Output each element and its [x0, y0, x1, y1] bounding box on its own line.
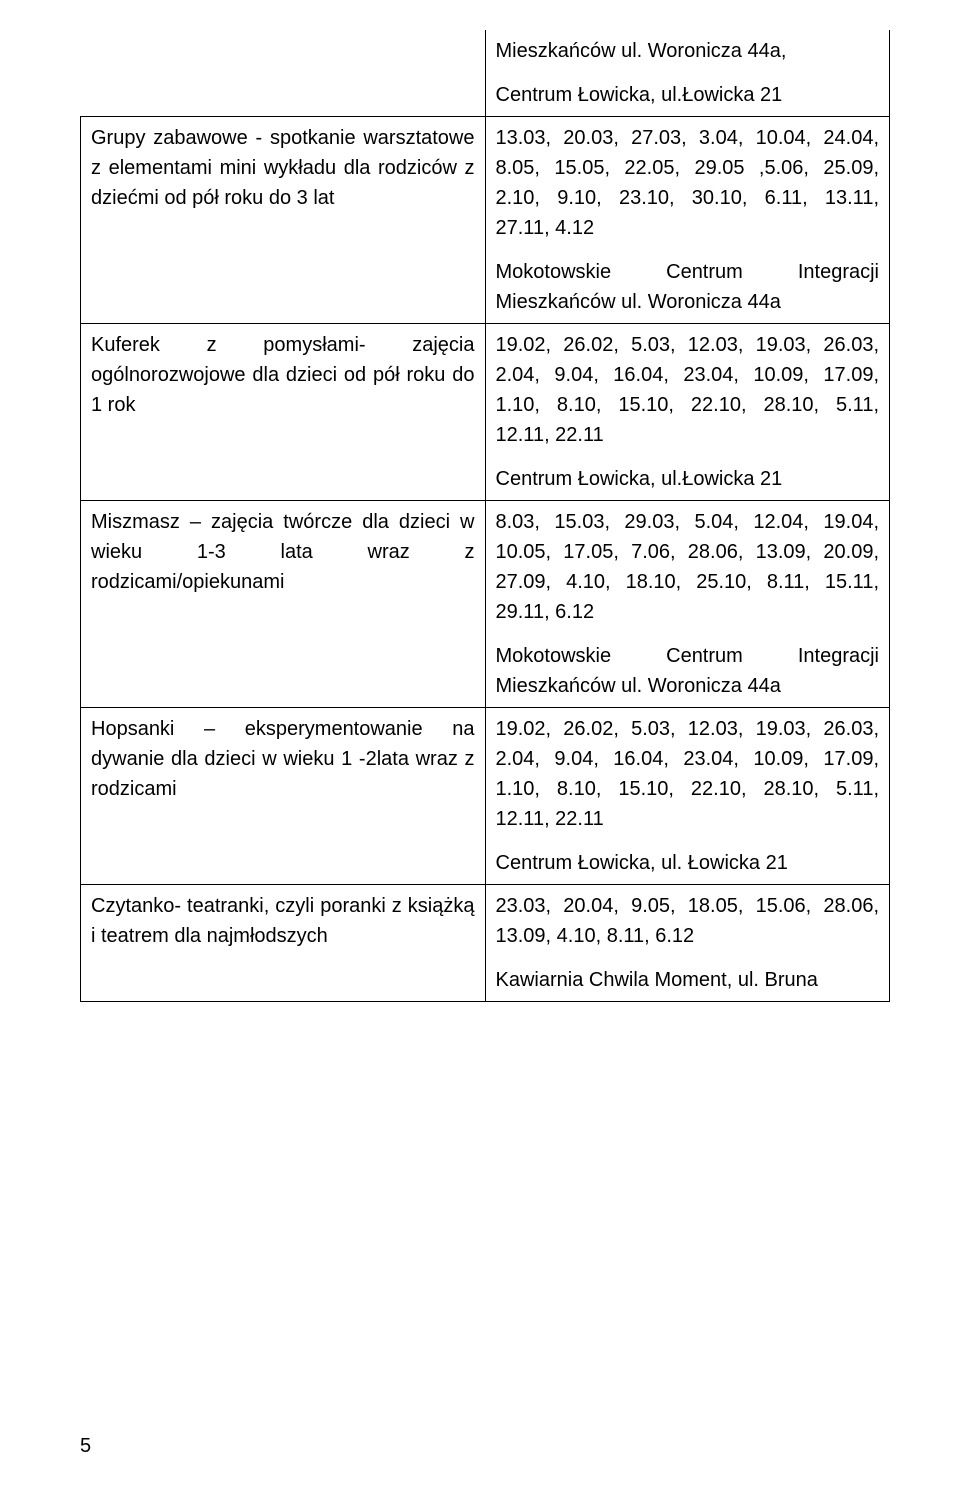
- cell-left-2: Kuferek z pomysłami- zajęcia ogólnorozwo…: [81, 324, 486, 501]
- schedule-body: Mieszkańców ul. Woronicza 44a, Centrum Ł…: [81, 30, 890, 1002]
- table-row: Kuferek z pomysłami- zajęcia ogólnorozwo…: [81, 324, 890, 501]
- cell-text: 19.02, 26.02, 5.03, 12.03, 19.03, 26.03,…: [496, 330, 880, 450]
- cell-text: 13.03, 20.03, 27.03, 3.04, 10.04, 24.04,…: [496, 123, 880, 243]
- cell-text: Centrum Łowicka, ul.Łowicka 21: [496, 464, 880, 494]
- cell-text: Centrum Łowicka, ul. Łowicka 21: [496, 848, 880, 878]
- cell-text: Miszmasz – zajęcia twórcze dla dzieci w …: [91, 507, 475, 597]
- cell-left-4: Hopsanki – eksperymentowanie na dywanie …: [81, 708, 486, 885]
- cell-left-5: Czytanko- teatranki, czyli poranki z ksi…: [81, 885, 486, 1002]
- document-page: Mieszkańców ul. Woronicza 44a, Centrum Ł…: [0, 0, 960, 1501]
- cell-text: 23.03, 20.04, 9.05, 18.05, 15.06, 28.06,…: [496, 891, 880, 951]
- cell-right-4: 19.02, 26.02, 5.03, 12.03, 19.03, 26.03,…: [485, 708, 890, 885]
- cell-left-3: Miszmasz – zajęcia twórcze dla dzieci w …: [81, 501, 486, 708]
- table-row: Czytanko- teatranki, czyli poranki z ksi…: [81, 885, 890, 1002]
- cell-text: Centrum Łowicka, ul.Łowicka 21: [496, 80, 880, 110]
- cell-text: 19.02, 26.02, 5.03, 12.03, 19.03, 26.03,…: [496, 714, 880, 834]
- cell-right-5: 23.03, 20.04, 9.05, 18.05, 15.06, 28.06,…: [485, 885, 890, 1002]
- cell-right-1: 13.03, 20.03, 27.03, 3.04, 10.04, 24.04,…: [485, 117, 890, 324]
- table-row: Grupy zabawowe - spotkanie warsztatowe z…: [81, 117, 890, 324]
- cell-text: Kuferek z pomysłami- zajęcia ogólnorozwo…: [91, 330, 475, 420]
- cell-text: 8.03, 15.03, 29.03, 5.04, 12.04, 19.04, …: [496, 507, 880, 627]
- cell-text: Czytanko- teatranki, czyli poranki z ksi…: [91, 891, 475, 951]
- table-row: Mieszkańców ul. Woronicza 44a, Centrum Ł…: [81, 30, 890, 117]
- cell-right-0: Mieszkańców ul. Woronicza 44a, Centrum Ł…: [485, 30, 890, 117]
- cell-text: Kawiarnia Chwila Moment, ul. Bruna: [496, 965, 880, 995]
- page-number: 5: [80, 1431, 91, 1461]
- cell-left-0: [81, 30, 486, 117]
- cell-text: Mokotowskie Centrum Integracji Mieszkańc…: [496, 641, 880, 701]
- table-row: Hopsanki – eksperymentowanie na dywanie …: [81, 708, 890, 885]
- cell-text: Mokotowskie Centrum Integracji Mieszkańc…: [496, 257, 880, 317]
- cell-text: Mieszkańców ul. Woronicza 44a,: [496, 36, 880, 66]
- table-row: Miszmasz – zajęcia twórcze dla dzieci w …: [81, 501, 890, 708]
- cell-right-2: 19.02, 26.02, 5.03, 12.03, 19.03, 26.03,…: [485, 324, 890, 501]
- cell-right-3: 8.03, 15.03, 29.03, 5.04, 12.04, 19.04, …: [485, 501, 890, 708]
- cell-text: Hopsanki – eksperymentowanie na dywanie …: [91, 714, 475, 804]
- cell-text: Grupy zabawowe - spotkanie warsztatowe z…: [91, 123, 475, 213]
- cell-left-1: Grupy zabawowe - spotkanie warsztatowe z…: [81, 117, 486, 324]
- schedule-table: Mieszkańców ul. Woronicza 44a, Centrum Ł…: [80, 30, 890, 1002]
